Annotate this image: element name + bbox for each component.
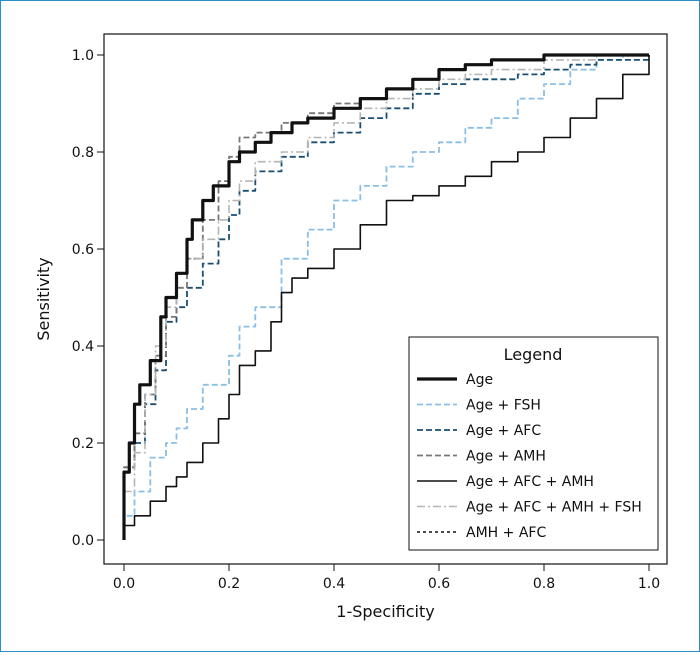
series-line-0: [122, 53, 649, 540]
x-tick-label: 0.4: [323, 576, 345, 592]
legend-box: [408, 336, 659, 551]
x-axis: 0.0 0.2 0.4 0.6 0.8 1.0: [113, 564, 660, 592]
x-tick-label: 0.6: [428, 576, 450, 592]
series-line-1: [123, 54, 649, 540]
x-axis-label: 1-Specificity: [336, 602, 434, 621]
y-tick-label: 0.2: [72, 436, 94, 452]
y-axis: 0.0 0.2 0.4 0.6 0.8 1.0: [72, 48, 104, 549]
legend-label: Age + AMH: [466, 449, 546, 465]
y-tick-label: 0.8: [72, 145, 94, 161]
x-tick-label: 0.8: [533, 576, 555, 592]
series-line-5: [123, 54, 649, 540]
y-tick-label: 1.0: [72, 48, 94, 64]
series-line-4: [123, 55, 650, 540]
legend-label: Age + AFC + AMH: [466, 474, 594, 490]
y-tick-label: 0.0: [72, 533, 94, 549]
series-layer: [122, 53, 650, 540]
x-tick-label: 1.0: [638, 576, 660, 592]
legend-items: Age Age + FSH Age + AFC Age + AMH Age + AFC …: [417, 372, 642, 541]
x-tick-label: 0.0: [113, 576, 135, 592]
y-axis-label: Sensitivity: [34, 257, 53, 340]
y-tick-label: 0.4: [72, 339, 94, 355]
legend-label: Age: [466, 372, 493, 388]
legend-title: Legend: [504, 345, 563, 364]
x-tick-label: 0.2: [218, 576, 240, 592]
legend-label: AMH + AFC: [466, 525, 546, 541]
legend-label: Age + AFC: [466, 423, 541, 439]
y-tick-label: 0.6: [72, 242, 94, 258]
legend-label: Age + FSH: [466, 398, 541, 414]
legend-label: Age + AFC + AMH + FSH: [466, 500, 642, 516]
plot-area: [103, 33, 668, 565]
